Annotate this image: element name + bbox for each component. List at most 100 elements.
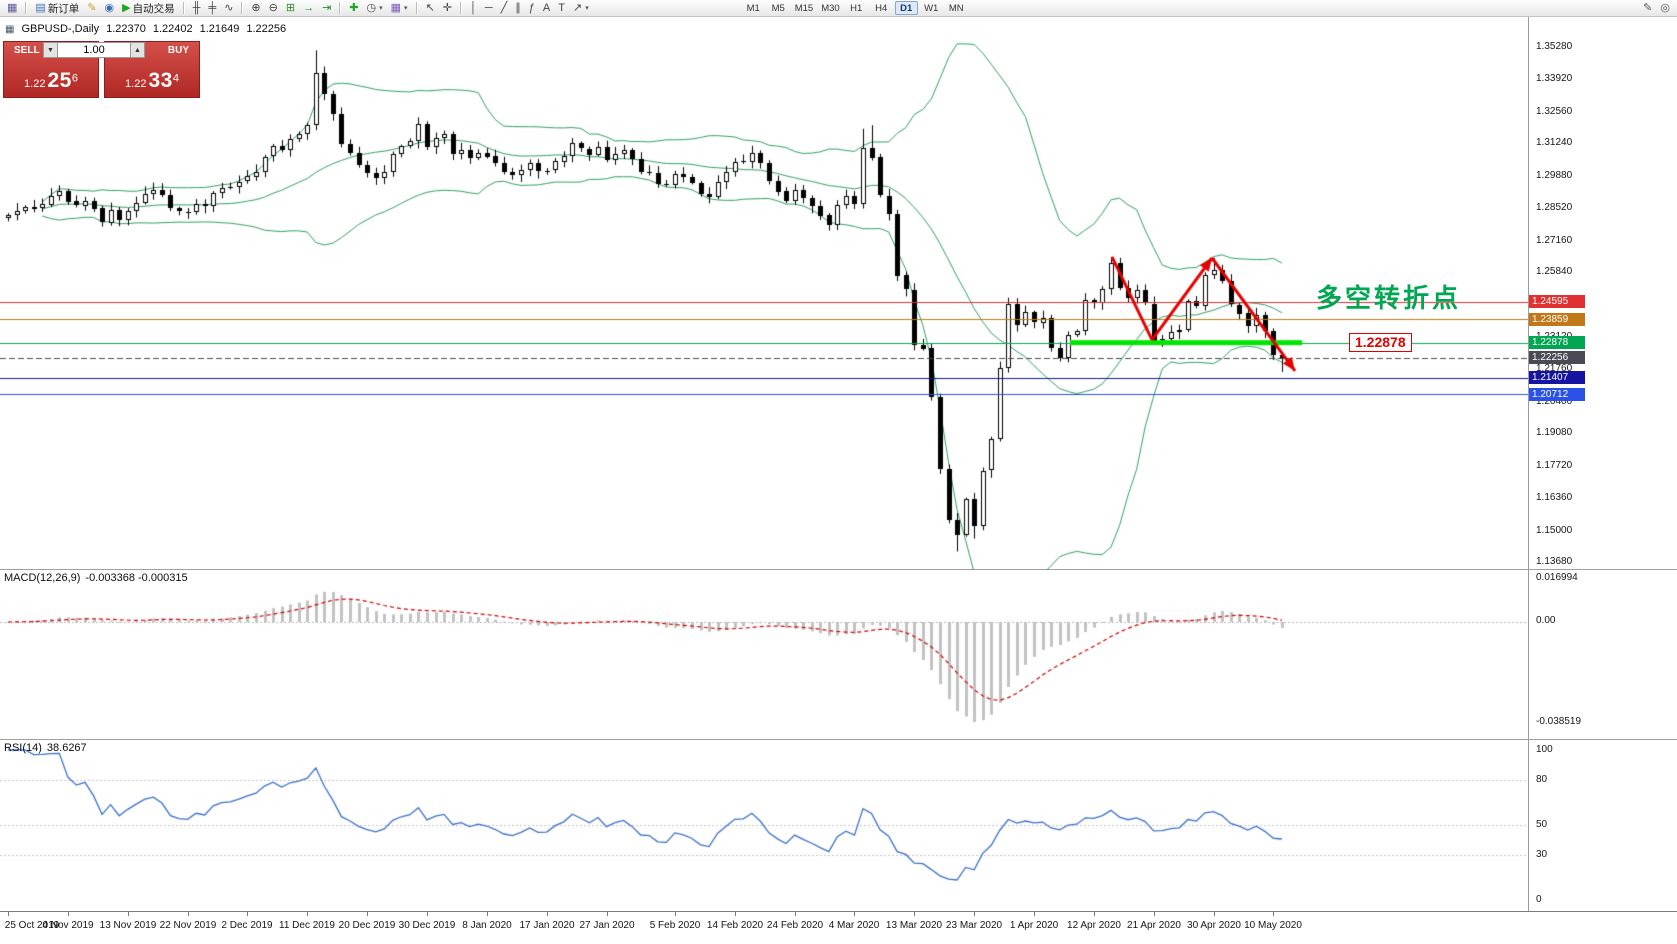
cursor-button[interactable]: ↖: [422, 1, 439, 16]
sell-price-pips: 25: [47, 69, 72, 92]
new-order-button[interactable]: ▤ 新订单: [31, 1, 83, 16]
time-tick: [854, 912, 855, 916]
new-order-icon: ▤: [35, 2, 46, 14]
timeframe-mn[interactable]: MN: [945, 1, 968, 15]
indicators-button[interactable]: ✚: [345, 1, 362, 16]
vertical-line-icon: │: [470, 2, 477, 14]
timeframe-m15[interactable]: M15: [792, 1, 816, 15]
line-chart-mode-icon: ∿: [224, 2, 234, 14]
text-icon: A: [542, 2, 551, 14]
arrows-tool-icon: ↗: [573, 2, 583, 14]
sell-label: SELL: [14, 45, 40, 56]
chart-shift-button[interactable]: ⇥: [318, 1, 335, 16]
bar-chart-mode-icon: ╫: [192, 2, 201, 14]
auto-scroll-button[interactable]: →: [299, 1, 318, 16]
trendline-button[interactable]: ╱: [497, 1, 512, 16]
main-chart-panel: 1.35280 1.33920 1.32560 1.31240 1.29880 1.285…: [0, 17, 1677, 570]
time-tick: [427, 912, 428, 916]
rsi-scale[interactable]: 100 80 50 30 0: [1528, 740, 1677, 911]
time-tick: [1273, 912, 1274, 916]
timeframe-m1[interactable]: M1: [742, 1, 765, 15]
macd-label: MACD(12,26,9): [4, 572, 81, 584]
high-value: 1.22402: [152, 23, 193, 35]
price-chart-canvas[interactable]: [0, 17, 1528, 570]
time-label: 14 Feb 2020: [706, 920, 764, 931]
macd-scale[interactable]: 0.016994 0.00 -0.038519: [1528, 570, 1677, 739]
timeframe-m30[interactable]: M30: [818, 1, 842, 15]
auto-trading-button[interactable]: ▶ 自动交易: [118, 1, 178, 16]
volume-increase-button[interactable]: ▲: [130, 42, 145, 58]
line-chart-mode-button[interactable]: ∿: [220, 1, 237, 16]
templates-button[interactable]: ▦ ▾: [387, 1, 412, 16]
periods-caret-icon: ▾: [379, 5, 383, 12]
pencil-button[interactable]: ✎: [1639, 1, 1656, 16]
templates-icon: ▦: [390, 2, 402, 14]
volume-input[interactable]: [58, 42, 130, 58]
horizontal-line-button[interactable]: ─: [481, 1, 497, 16]
macd-scale-min: -0.038519: [1536, 716, 1582, 727]
time-tick: [607, 912, 608, 916]
toolbar-separator: [460, 2, 462, 14]
turning-point-annotation: 多空转折点: [1316, 283, 1462, 313]
price-grid-label: 1.27160: [1536, 234, 1573, 246]
price-grid-label: 1.32560: [1536, 105, 1573, 117]
text-button[interactable]: A: [539, 1, 554, 16]
time-label: 25 Oct 2019: [4, 920, 60, 931]
time-label: 20 Dec 2019: [338, 920, 396, 931]
equidistant-channel-button[interactable]: ∥: [511, 1, 525, 16]
time-tick: [68, 912, 69, 916]
candlestick-mode-button[interactable]: ╪: [204, 1, 220, 16]
magnifier-button[interactable]: ◎: [1656, 1, 1674, 16]
new-chart-button[interactable]: ▦: [3, 1, 21, 16]
time-tick: [795, 912, 796, 916]
time-label: 4 Nov 2019: [42, 920, 94, 931]
pencil-icon: ✎: [1643, 2, 1653, 14]
rsi-scale-30: 30: [1536, 849, 1548, 860]
price-scale[interactable]: 1.35280 1.33920 1.32560 1.31240 1.29880 1.285…: [1528, 17, 1677, 569]
tile-windows-button[interactable]: ⊞: [282, 1, 299, 16]
metaeditor-button[interactable]: ✎: [83, 1, 100, 16]
timeframe-h4[interactable]: H4: [870, 1, 893, 15]
time-tick: [1154, 912, 1155, 916]
time-label: 2 Dec 2019: [221, 920, 273, 931]
price-grid-label: 1.35280: [1536, 41, 1573, 52]
timeframe-h1[interactable]: H1: [845, 1, 868, 15]
bottom-strip: [0, 936, 1677, 944]
time-label: 11 Dec 2019: [279, 920, 335, 931]
rsi-scale-80: 80: [1536, 774, 1548, 785]
time-tick: [247, 912, 248, 916]
price-level-tag: 1.22878: [1529, 336, 1585, 350]
macd-canvas[interactable]: [0, 570, 1528, 740]
time-tick: [1034, 912, 1035, 916]
timeframe-w1[interactable]: W1: [920, 1, 943, 15]
volume-decrease-button[interactable]: ▼: [43, 42, 58, 58]
price-level-tag: 1.24595: [1529, 295, 1585, 309]
bar-chart-mode-button[interactable]: ╫: [189, 1, 205, 16]
time-tick: [1214, 912, 1215, 916]
rsi-scale-100: 100: [1536, 744, 1553, 755]
close-value: 1.22256: [246, 23, 287, 35]
zoom-out-button[interactable]: ⊖: [265, 1, 282, 16]
time-label: 5 Feb 2020: [649, 920, 701, 931]
text-label-button[interactable]: T: [554, 1, 569, 16]
community-button[interactable]: ◉: [101, 1, 119, 16]
time-axis[interactable]: 25 Oct 2019 4 Nov 2019 13 Nov 2019 22 Nov 2…: [0, 912, 1677, 936]
time-label: 8 Jan 2020: [462, 920, 512, 931]
rsi-label: RSI(14): [4, 742, 42, 754]
crosshair-button[interactable]: ✛: [439, 1, 456, 16]
templates-caret-icon: ▾: [404, 5, 408, 12]
periods-button[interactable]: ◷ ▾: [363, 1, 387, 16]
auto-scroll-icon: →: [303, 2, 315, 14]
rsi-canvas[interactable]: [0, 740, 1528, 912]
vertical-line-button[interactable]: │: [466, 1, 481, 16]
toolbar-separator: [182, 2, 185, 14]
macd-scale-zero: 0.00: [1536, 615, 1556, 626]
auto-trading-label: 自动交易: [132, 2, 175, 15]
timeframe-d1[interactable]: D1: [894, 1, 918, 15]
fibonacci-button[interactable]: ƒ: [525, 1, 539, 16]
magnifier-icon: ◎: [1660, 2, 1670, 14]
arrows-tool-button[interactable]: ↗ ▾: [569, 1, 593, 16]
timeframe-m5[interactable]: M5: [767, 1, 790, 15]
zoom-in-button[interactable]: ⊕: [247, 1, 264, 16]
buy-price-pips: 33: [148, 69, 173, 92]
